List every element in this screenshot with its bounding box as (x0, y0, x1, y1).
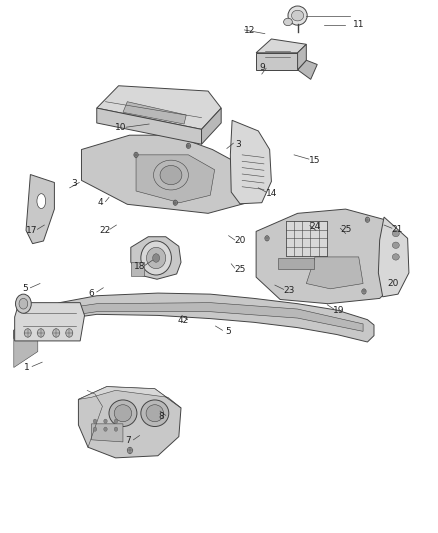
Text: 24: 24 (309, 222, 321, 231)
Polygon shape (230, 120, 272, 204)
Ellipse shape (362, 289, 366, 294)
Ellipse shape (37, 329, 44, 337)
Ellipse shape (160, 165, 182, 184)
Text: 23: 23 (283, 286, 294, 295)
Polygon shape (256, 53, 297, 70)
Text: 11: 11 (353, 20, 364, 29)
Ellipse shape (127, 447, 133, 454)
Ellipse shape (365, 217, 370, 222)
Text: 17: 17 (26, 227, 38, 236)
Ellipse shape (186, 143, 191, 149)
Text: 5: 5 (225, 327, 231, 336)
Text: 9: 9 (260, 63, 265, 71)
Text: 5: 5 (22, 284, 28, 293)
Text: 20: 20 (234, 237, 246, 246)
Ellipse shape (66, 329, 73, 337)
Polygon shape (81, 135, 252, 213)
Ellipse shape (114, 405, 132, 422)
Text: 22: 22 (99, 226, 110, 235)
Text: 8: 8 (159, 412, 164, 421)
Polygon shape (297, 60, 317, 79)
Polygon shape (42, 303, 363, 332)
Ellipse shape (37, 193, 46, 208)
Text: 19: 19 (333, 305, 345, 314)
Polygon shape (97, 108, 201, 144)
Polygon shape (256, 209, 406, 304)
Ellipse shape (19, 298, 28, 309)
Ellipse shape (109, 400, 137, 426)
Text: 21: 21 (392, 225, 403, 234)
Text: 25: 25 (340, 225, 351, 234)
Ellipse shape (152, 254, 159, 262)
Polygon shape (136, 155, 215, 203)
Polygon shape (306, 257, 363, 289)
Ellipse shape (104, 419, 107, 423)
Ellipse shape (265, 236, 269, 241)
Polygon shape (78, 386, 181, 458)
Ellipse shape (93, 419, 97, 423)
Polygon shape (131, 262, 144, 276)
Text: 6: 6 (88, 288, 94, 297)
Ellipse shape (104, 427, 107, 431)
Ellipse shape (24, 329, 31, 337)
Polygon shape (14, 303, 85, 341)
Ellipse shape (134, 152, 138, 158)
Polygon shape (97, 86, 221, 130)
Ellipse shape (53, 329, 60, 337)
Polygon shape (131, 237, 181, 279)
Polygon shape (256, 39, 306, 53)
Ellipse shape (93, 427, 97, 431)
Text: 4: 4 (97, 198, 103, 207)
Ellipse shape (173, 200, 177, 205)
Ellipse shape (288, 6, 307, 25)
Ellipse shape (284, 18, 292, 26)
Ellipse shape (15, 294, 31, 313)
Text: 1: 1 (24, 363, 30, 372)
Ellipse shape (153, 160, 188, 190)
Ellipse shape (141, 400, 169, 426)
Text: 3: 3 (236, 140, 241, 149)
Text: 20: 20 (387, 279, 399, 288)
Ellipse shape (114, 419, 118, 423)
Polygon shape (78, 386, 181, 408)
Text: 18: 18 (134, 262, 145, 271)
Ellipse shape (291, 10, 304, 21)
Polygon shape (278, 258, 314, 269)
Text: 3: 3 (71, 179, 77, 188)
Ellipse shape (141, 241, 171, 275)
Polygon shape (26, 174, 54, 244)
Ellipse shape (392, 230, 399, 237)
Polygon shape (286, 221, 327, 256)
Ellipse shape (392, 242, 399, 248)
Ellipse shape (147, 247, 166, 269)
Ellipse shape (392, 254, 399, 260)
Text: 12: 12 (244, 27, 255, 36)
Polygon shape (378, 217, 409, 297)
Polygon shape (201, 108, 221, 144)
Polygon shape (123, 102, 186, 124)
Polygon shape (14, 312, 38, 368)
Ellipse shape (114, 427, 118, 431)
Text: 42: 42 (177, 316, 189, 325)
Polygon shape (14, 293, 374, 344)
Text: 10: 10 (115, 123, 127, 132)
Text: 7: 7 (125, 437, 131, 446)
Text: 15: 15 (309, 156, 321, 165)
Polygon shape (92, 424, 123, 442)
Polygon shape (297, 44, 306, 70)
Ellipse shape (146, 405, 163, 422)
Text: 14: 14 (266, 189, 277, 198)
Text: 25: 25 (234, 265, 246, 273)
